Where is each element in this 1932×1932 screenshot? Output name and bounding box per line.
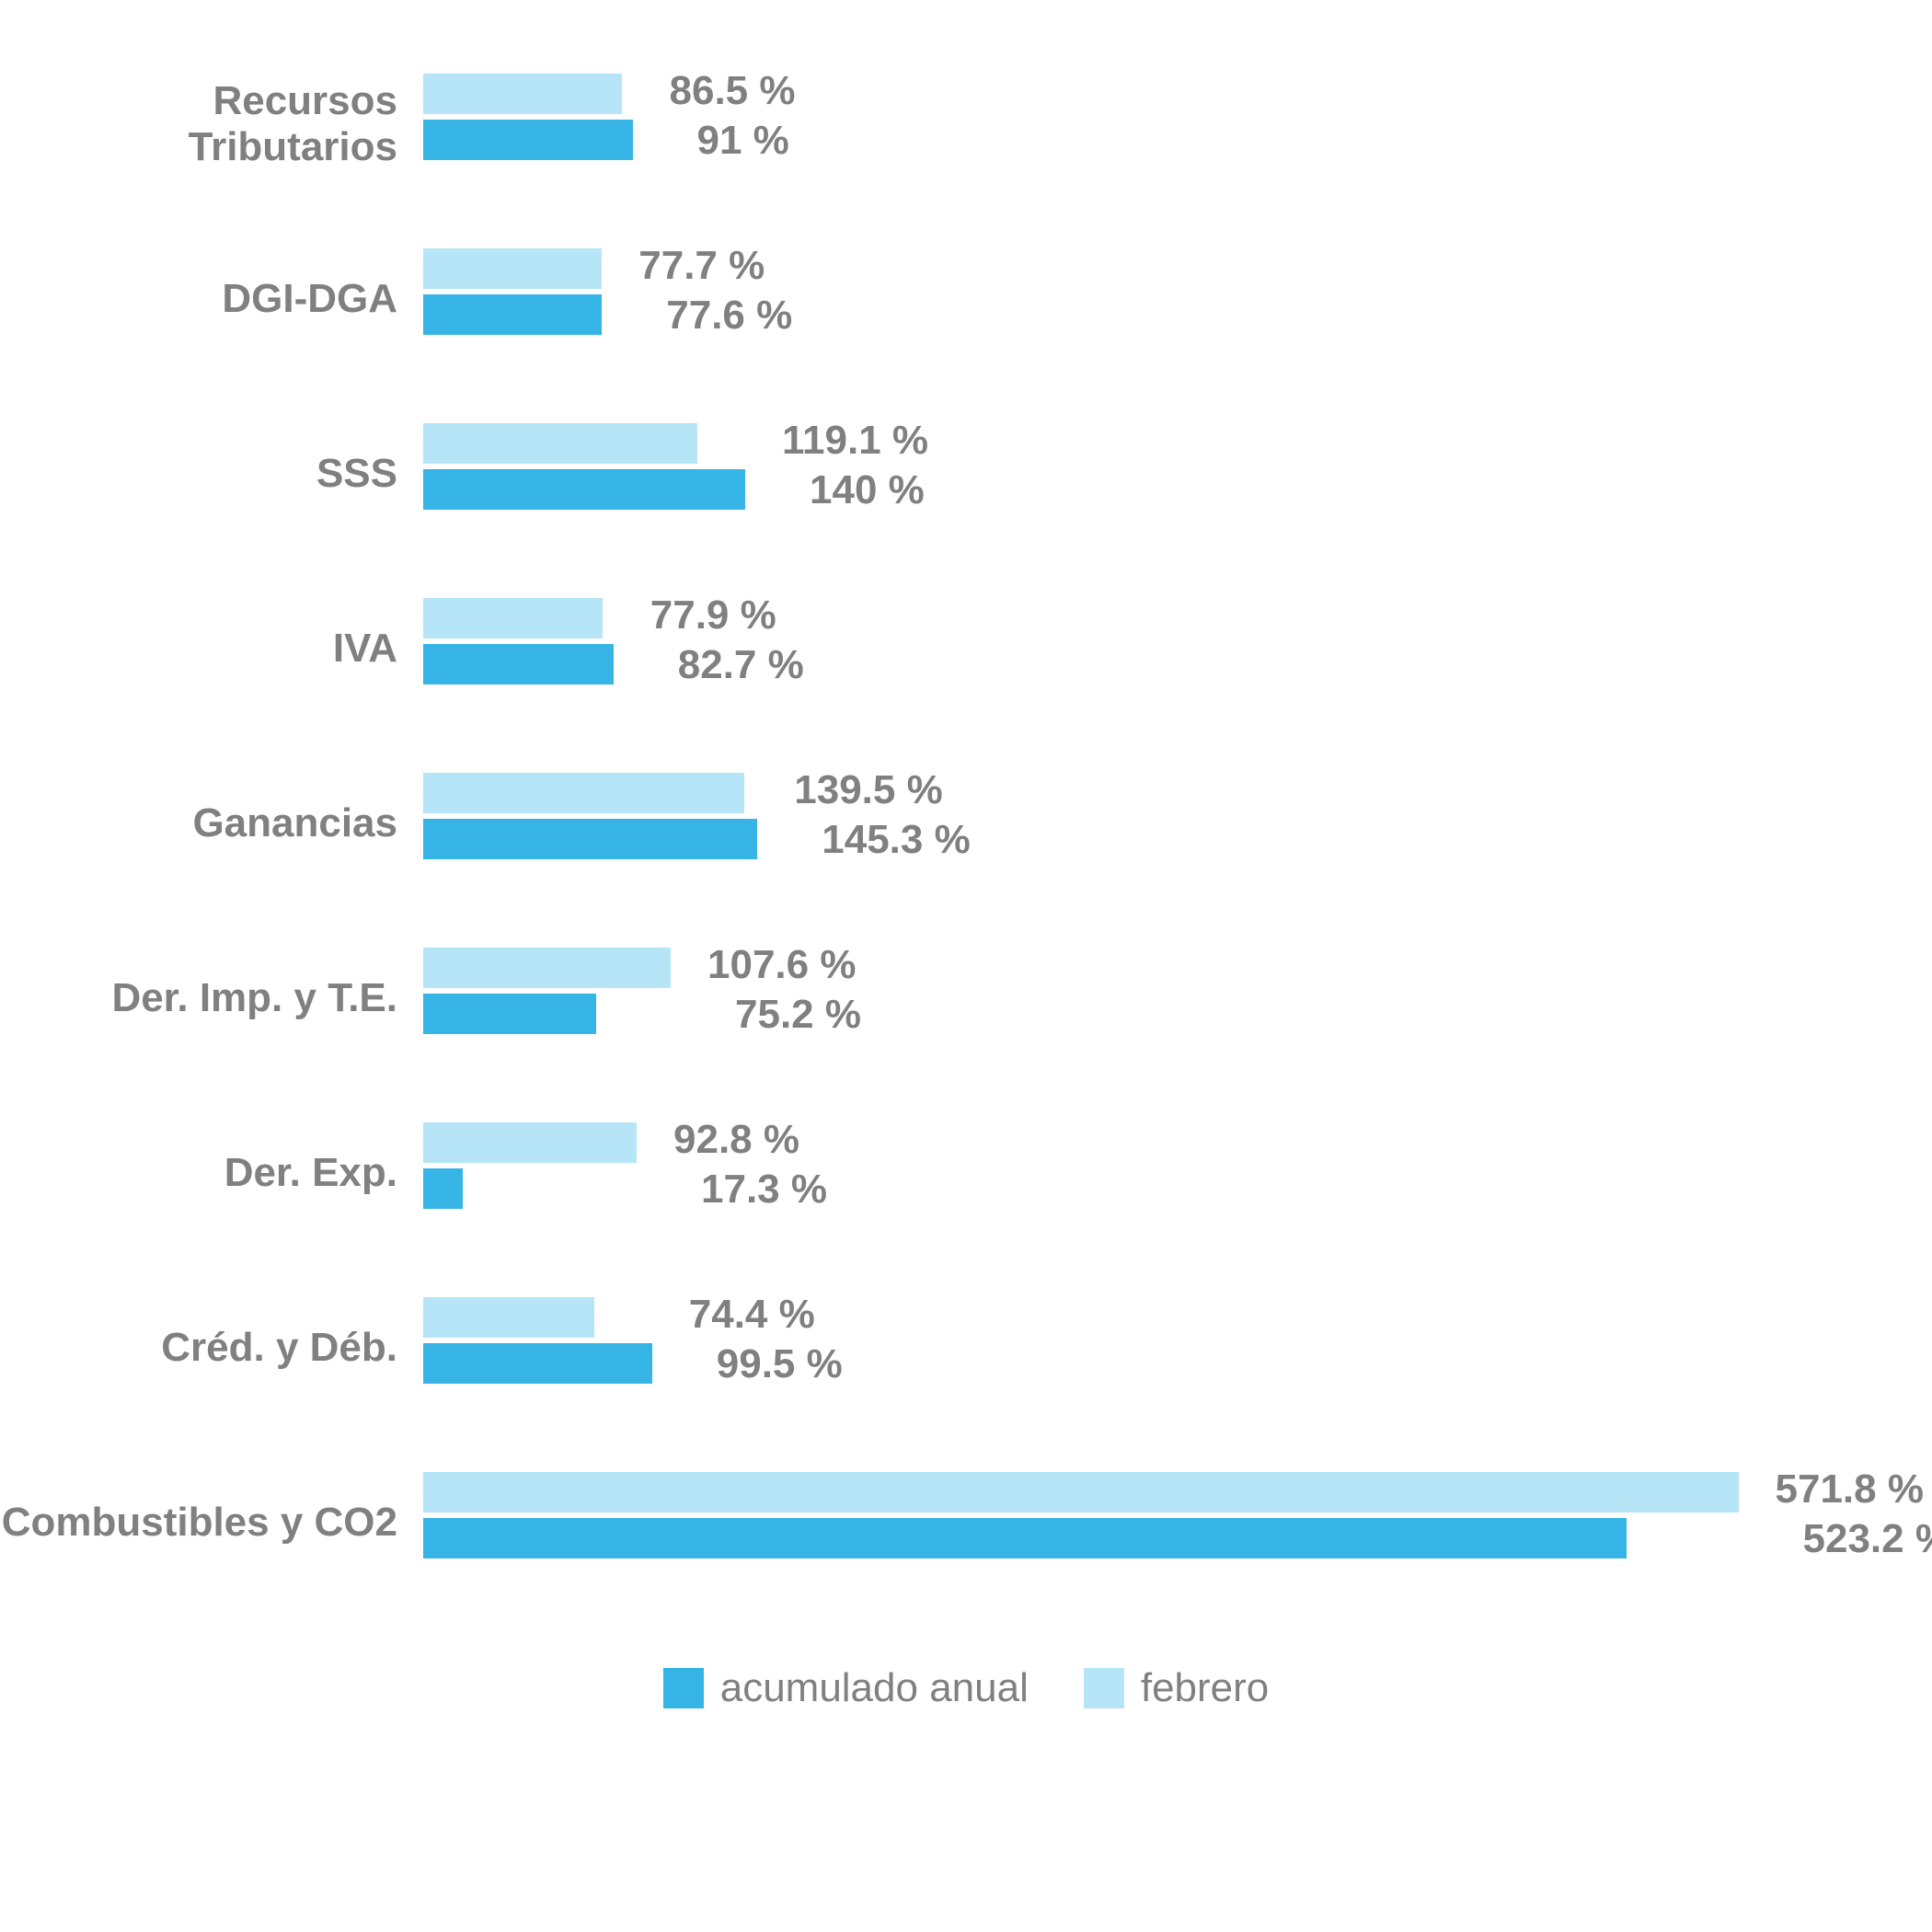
value-label-acumulado-anual: 99.5 %	[717, 1341, 843, 1387]
chart-row: Combustibles y CO2571.8 %523.2 %	[0, 1435, 1932, 1610]
bars-cell: 571.8 %523.2 %	[423, 1435, 1932, 1610]
category-label: Combustibles y CO2	[0, 1500, 423, 1546]
legend-item-febrero: febrero	[1084, 1665, 1269, 1711]
bars-cell: 119.1 %140 %	[423, 386, 1932, 561]
bar-febrero	[423, 74, 622, 114]
value-label-febrero: 119.1 %	[782, 418, 928, 464]
bars-cell: 92.8 %17.3 %	[423, 1086, 1932, 1260]
bar-febrero	[423, 1297, 594, 1338]
bar-acumulado-anual	[423, 1168, 463, 1209]
category-label: IVA	[0, 626, 423, 672]
grouped-horizontal-bar-chart: Recursos Tributarios86.5 %91 %DGI-DGA77.…	[0, 0, 1932, 1932]
bars-cell: 139.5 %145.3 %	[423, 736, 1932, 911]
value-label-febrero: 74.4 %	[689, 1292, 815, 1338]
chart-row: Der. Exp.92.8 %17.3 %	[0, 1086, 1932, 1260]
bars-cell: 107.6 %75.2 %	[423, 911, 1932, 1086]
bar-febrero	[423, 773, 744, 813]
chart-row: SSS119.1 %140 %	[0, 386, 1932, 561]
category-label: Der. Imp. y T.E.	[0, 975, 423, 1021]
chart-legend: acumulado anual febrero	[0, 1665, 1932, 1711]
chart-row: DGI-DGA77.7 %77.6 %	[0, 212, 1932, 386]
value-label-febrero: 86.5 %	[670, 68, 796, 114]
value-label-febrero: 92.8 %	[673, 1117, 799, 1163]
value-label-acumulado-anual: 82.7 %	[678, 642, 804, 688]
value-label-febrero: 107.6 %	[707, 942, 856, 988]
bar-acumulado-anual	[423, 819, 757, 859]
bars-cell: 74.4 %99.5 %	[423, 1260, 1932, 1435]
category-label: DGI-DGA	[0, 276, 423, 322]
legend-item-acumulado-anual: acumulado anual	[663, 1665, 1029, 1711]
bar-febrero	[423, 948, 671, 988]
legend-swatch-acumulado-anual	[663, 1668, 704, 1708]
category-label: Créd. y Déb.	[0, 1325, 423, 1371]
category-label: Der. Exp.	[0, 1150, 423, 1196]
bar-febrero	[423, 423, 697, 464]
bars-cell: 77.9 %82.7 %	[423, 561, 1932, 736]
legend-swatch-febrero	[1084, 1668, 1124, 1708]
chart-row: Ganancias139.5 %145.3 %	[0, 736, 1932, 911]
value-label-acumulado-anual: 145.3 %	[822, 817, 970, 863]
chart-row: Recursos Tributarios86.5 %91 %	[0, 37, 1932, 212]
chart-row: IVA77.9 %82.7 %	[0, 561, 1932, 736]
value-label-febrero: 77.9 %	[650, 592, 776, 638]
chart-row: Der. Imp. y T.E.107.6 %75.2 %	[0, 911, 1932, 1086]
category-label: Ganancias	[0, 800, 423, 846]
legend-label-febrero: febrero	[1141, 1665, 1269, 1711]
value-label-febrero: 571.8 %	[1776, 1466, 1924, 1512]
bar-febrero	[423, 598, 603, 638]
value-label-febrero: 139.5 %	[794, 767, 942, 813]
value-label-acumulado-anual: 523.2 %	[1803, 1516, 1932, 1562]
bars-cell: 86.5 %91 %	[423, 37, 1932, 212]
chart-row: Créd. y Déb.74.4 %99.5 %	[0, 1260, 1932, 1435]
value-label-febrero: 77.7 %	[638, 243, 765, 289]
bar-febrero	[423, 1472, 1739, 1512]
category-label: SSS	[0, 451, 423, 497]
legend-label-acumulado-anual: acumulado anual	[720, 1665, 1029, 1711]
value-label-acumulado-anual: 17.3 %	[701, 1167, 827, 1213]
bar-acumulado-anual	[423, 1518, 1627, 1558]
bar-febrero	[423, 248, 602, 289]
value-label-acumulado-anual: 91 %	[697, 118, 789, 164]
bar-acumulado-anual	[423, 1343, 652, 1384]
value-label-acumulado-anual: 140 %	[810, 467, 925, 513]
value-label-acumulado-anual: 77.6 %	[666, 293, 792, 339]
bar-acumulado-anual	[423, 294, 602, 335]
bar-acumulado-anual	[423, 994, 596, 1034]
category-label: Recursos Tributarios	[0, 78, 423, 170]
bar-acumulado-anual	[423, 644, 614, 684]
chart-rows: Recursos Tributarios86.5 %91 %DGI-DGA77.…	[0, 37, 1932, 1610]
bars-cell: 77.7 %77.6 %	[423, 212, 1932, 386]
bar-febrero	[423, 1122, 637, 1163]
bar-acumulado-anual	[423, 120, 633, 160]
value-label-acumulado-anual: 75.2 %	[735, 992, 861, 1038]
bar-acumulado-anual	[423, 469, 745, 510]
